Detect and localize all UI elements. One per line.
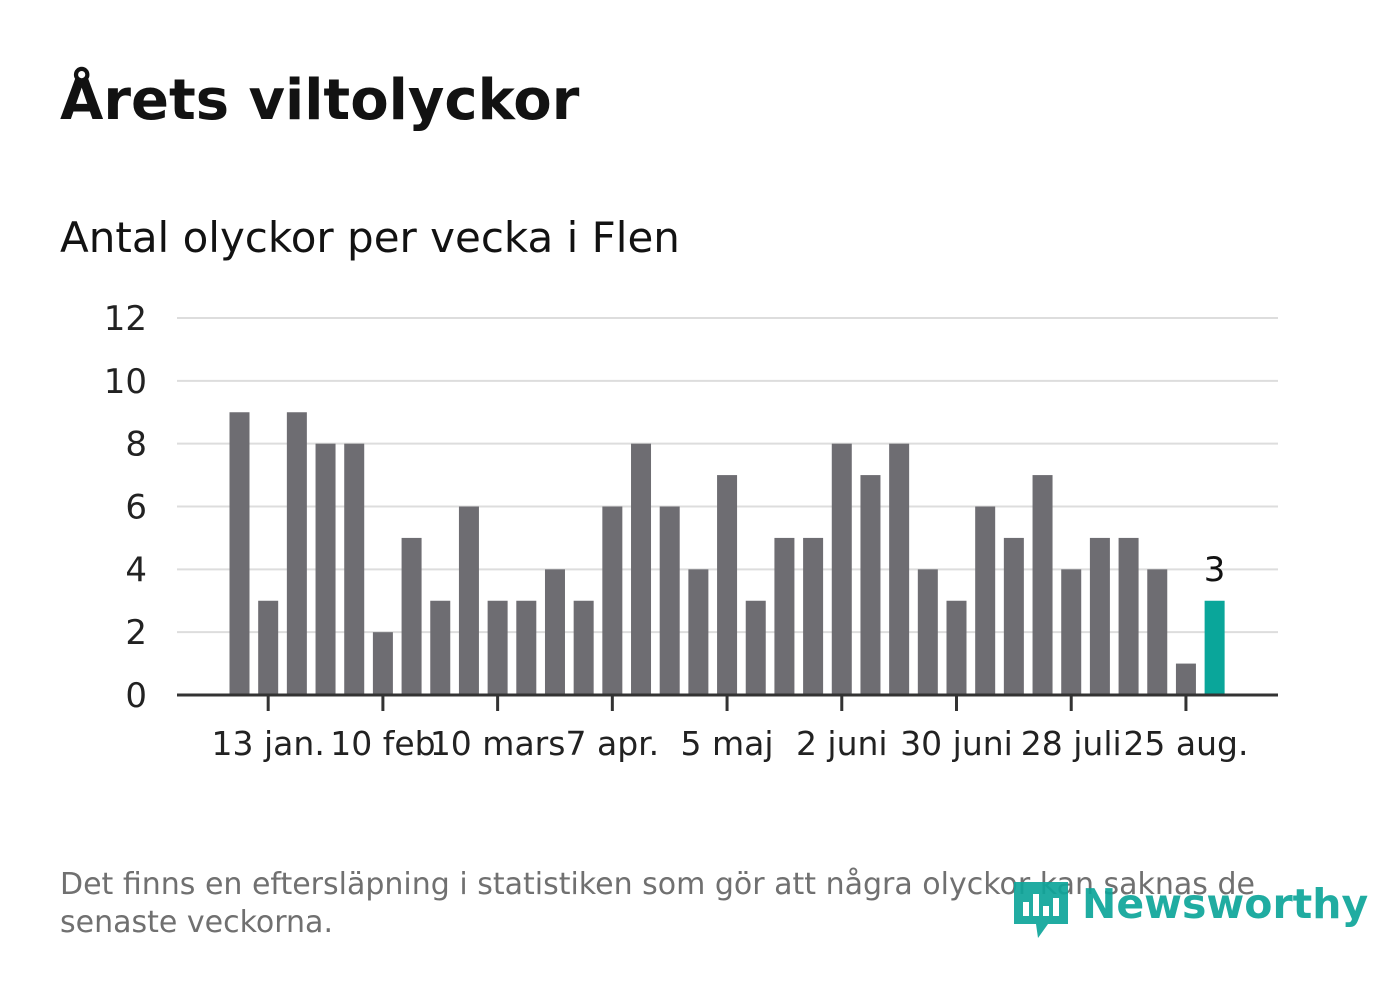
- bar: [745, 600, 766, 695]
- bars: [229, 412, 1225, 695]
- bar: [258, 600, 279, 695]
- bar: [1118, 537, 1139, 695]
- newsworthy-logo: Newsworthy: [1010, 874, 1368, 944]
- bar: [487, 600, 508, 695]
- x-tick-label: 13 jan.: [212, 724, 325, 763]
- bar: [344, 443, 365, 695]
- bar: [631, 443, 652, 695]
- y-tick-label: 0: [125, 676, 147, 716]
- y-tick-label: 6: [125, 488, 147, 528]
- y-tick-label: 4: [125, 550, 147, 590]
- bar: [401, 537, 422, 695]
- bar: [659, 506, 680, 695]
- y-tick-label: 12: [104, 299, 147, 339]
- bar-highlight: [1204, 600, 1225, 695]
- bar: [573, 600, 594, 695]
- bar: [544, 569, 565, 695]
- bar: [1003, 537, 1024, 695]
- y-tick-label: 8: [125, 425, 147, 465]
- bar: [430, 600, 451, 695]
- y-tick-label: 10: [104, 362, 147, 402]
- x-tick-label: 28 juli: [1021, 724, 1122, 763]
- bar: [717, 475, 738, 695]
- bar: [917, 569, 938, 695]
- x-tick-label: 30 juni: [900, 724, 1013, 763]
- y-tick-label: 2: [125, 613, 147, 653]
- x-tick-label: 10 mars: [430, 724, 566, 763]
- x-tick-label: 7 apr.: [565, 724, 659, 763]
- bar: [516, 600, 537, 695]
- bar: [458, 506, 479, 695]
- bar: [803, 537, 824, 695]
- bar: [975, 506, 996, 695]
- bar: [1032, 475, 1053, 695]
- bar: [286, 412, 307, 695]
- bar: [1147, 569, 1168, 695]
- bar: [1061, 569, 1082, 695]
- x-tick-label: 10 feb: [330, 724, 435, 763]
- chart-subtitle: Antal olyckor per vecka i Flen: [60, 213, 680, 262]
- bar: [860, 475, 881, 695]
- bar: [688, 569, 709, 695]
- data-labels: 3: [1204, 550, 1226, 590]
- x-tick-label: 25 aug.: [1123, 724, 1248, 763]
- bar: [946, 600, 967, 695]
- bar-value-label: 3: [1204, 550, 1226, 590]
- bar: [315, 443, 336, 695]
- bar: [774, 537, 795, 695]
- bar: [229, 412, 250, 695]
- bar: [372, 632, 393, 695]
- x-tick-label: 5 maj: [681, 724, 774, 763]
- newsworthy-logo-icon: [1014, 882, 1068, 938]
- x-tick-label: 2 juni: [796, 724, 888, 763]
- bar: [889, 443, 910, 695]
- bar: [831, 443, 852, 695]
- bar: [1089, 537, 1110, 695]
- y-axis-ticks: 0 2 4 6 8 10 12: [104, 299, 147, 716]
- brand-name: Newsworthy: [1082, 880, 1369, 928]
- bar: [602, 506, 623, 695]
- chart-title: Årets viltolyckor: [60, 68, 580, 133]
- bar: [1175, 663, 1196, 695]
